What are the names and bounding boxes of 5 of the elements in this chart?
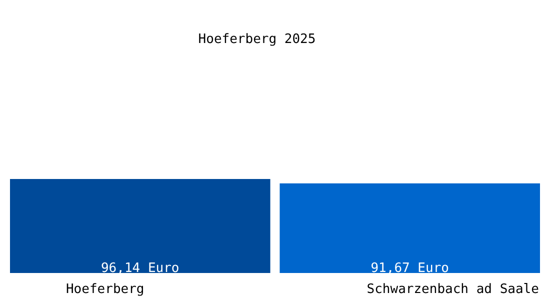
- chart-title: Hoeferberg 2025: [198, 32, 316, 47]
- x-tick-label: Hoeferberg: [66, 282, 144, 297]
- data-label: 91,67 Euro: [370, 261, 449, 276]
- x-tick-label: Schwarzenbach ad Saale: [366, 282, 540, 297]
- data-label: 96,14 Euro: [101, 261, 180, 276]
